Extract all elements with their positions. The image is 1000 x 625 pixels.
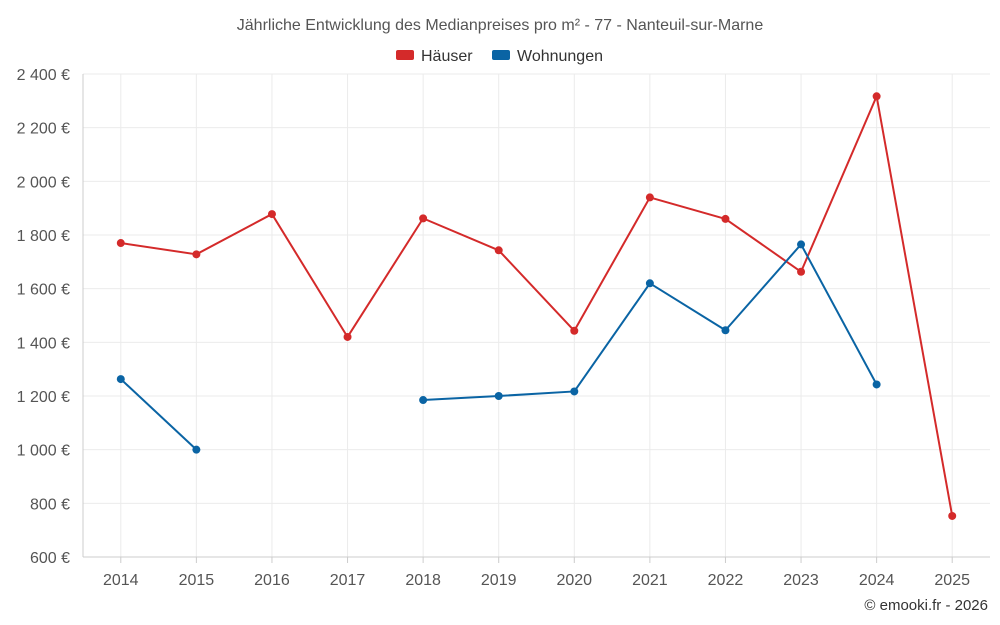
x-axis: 2014 2015 2016 2017 2018 2019 2020 2021 2022 2023…	[83, 556, 990, 589]
y-tick-label: 1 200 €	[17, 389, 70, 406]
data-point-haeuser[interactable]	[570, 326, 579, 335]
y-tick-label: 600 €	[30, 550, 70, 567]
y-tick-label: 800 €	[30, 496, 70, 513]
x-tick-label: 2020	[556, 572, 592, 589]
data-point-haeuser[interactable]	[192, 250, 201, 259]
data-point-wohnungen[interactable]	[721, 326, 730, 335]
data-point-haeuser[interactable]	[267, 210, 276, 219]
data-point-haeuser[interactable]	[116, 239, 125, 248]
x-tick-label: 2014	[103, 572, 139, 589]
legend-item-wohnungen[interactable]: Wohnungen	[492, 48, 603, 65]
series-group	[116, 92, 957, 520]
y-tick-label: 1 600 €	[17, 282, 70, 299]
legend-item-haeuser[interactable]: Häuser	[396, 48, 473, 65]
y-tick-label: 1 400 €	[17, 335, 70, 352]
data-point-wohnungen[interactable]	[570, 387, 579, 396]
data-point-wohnungen[interactable]	[116, 375, 125, 384]
legend-swatch	[396, 50, 414, 60]
data-point-haeuser[interactable]	[948, 511, 957, 520]
x-tick-label: 2015	[179, 572, 215, 589]
y-tick-label: 2 400 €	[17, 67, 70, 84]
data-point-haeuser[interactable]	[721, 214, 730, 223]
legend-label: Wohnungen	[517, 48, 603, 65]
y-tick-label: 2 200 €	[17, 121, 70, 138]
data-point-wohnungen[interactable]	[494, 392, 503, 400]
legend: Häuser Wohnungen	[396, 48, 603, 65]
data-point-haeuser[interactable]	[645, 193, 654, 202]
data-point-haeuser[interactable]	[343, 332, 352, 341]
x-tick-label: 2017	[330, 572, 366, 589]
x-tick-label: 2025	[934, 572, 970, 589]
series-wohnungen	[116, 240, 881, 454]
chart-title: Jährliche Entwicklung des Medianpreises …	[237, 17, 764, 34]
y-tick-label: 2 000 €	[17, 174, 70, 191]
data-point-wohnungen[interactable]	[419, 396, 428, 405]
credit-text: © emooki.fr - 2026	[864, 597, 988, 614]
y-tick-label: 1 800 €	[17, 228, 70, 245]
legend-label: Häuser	[421, 48, 473, 65]
x-tick-label: 2022	[708, 572, 744, 589]
data-point-haeuser[interactable]	[797, 267, 806, 276]
data-point-haeuser[interactable]	[872, 92, 881, 101]
x-tick-label: 2018	[405, 572, 441, 589]
x-tick-label: 2024	[859, 572, 895, 589]
series-line-haeuser	[120, 95, 954, 517]
data-point-wohnungen[interactable]	[645, 279, 654, 288]
x-tick-label: 2021	[632, 572, 668, 589]
data-point-haeuser[interactable]	[494, 246, 503, 255]
x-tick-label: 2016	[254, 572, 290, 589]
data-point-wohnungen[interactable]	[872, 380, 881, 389]
y-axis: 600 € 800 € 1 000 € 1 200 € 1 400 € 1 600 € 1 …	[17, 67, 84, 567]
x-tick-label: 2023	[783, 572, 819, 589]
data-point-wohnungen[interactable]	[192, 445, 201, 454]
series-haeuser	[116, 92, 957, 520]
series-line-wohnungen	[120, 378, 198, 451]
legend-swatch	[492, 50, 510, 60]
data-point-haeuser[interactable]	[419, 214, 428, 223]
x-tick-label: 2019	[481, 572, 517, 589]
data-point-wohnungen[interactable]	[797, 240, 806, 249]
y-tick-label: 1 000 €	[17, 443, 70, 460]
